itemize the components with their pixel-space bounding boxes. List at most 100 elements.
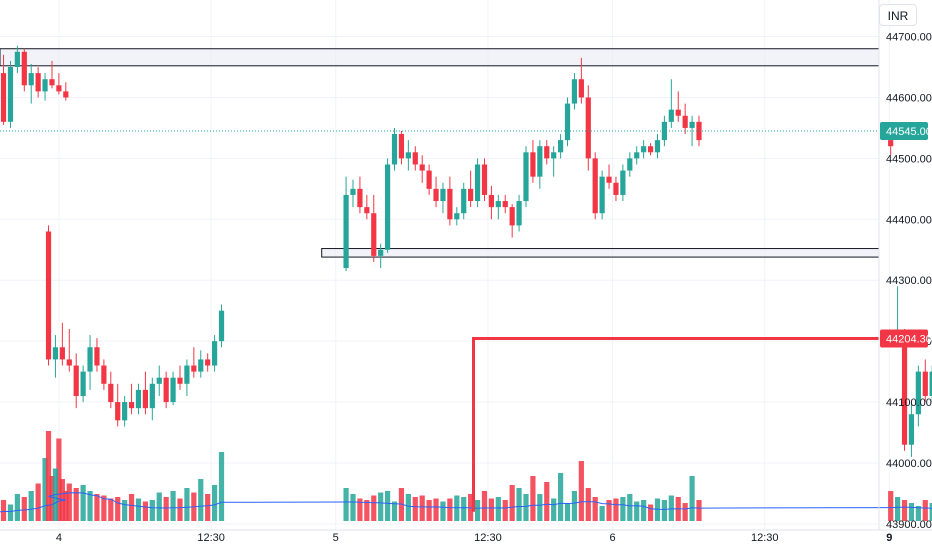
volume-bar <box>391 501 398 521</box>
volume-bar <box>585 488 591 521</box>
volume-bar <box>205 494 211 521</box>
volume-bar <box>502 500 508 521</box>
volume-bar <box>419 495 425 521</box>
candle-body <box>668 109 674 122</box>
candle-body <box>42 79 48 92</box>
candle-body <box>509 207 515 226</box>
volume-bar <box>661 500 667 521</box>
time-tick-label: 4 <box>56 532 62 544</box>
candle-body <box>564 103 571 141</box>
volume-bar <box>495 497 501 521</box>
candle-body <box>28 73 34 86</box>
volume-bar <box>426 500 432 521</box>
volume-bar <box>198 479 204 521</box>
zone-rectangle <box>0 48 880 67</box>
candle-body <box>218 310 225 342</box>
price-level[interactable] <box>472 337 880 512</box>
candle-body <box>115 402 121 421</box>
time-tick-label: 12:30 <box>474 532 502 544</box>
candle-body <box>149 383 155 409</box>
price-tick-label: 44300.00 <box>886 275 932 287</box>
candle-body <box>357 188 363 208</box>
price-axis[interactable]: 43900.0044000.0044100.0044200.0044300.00… <box>886 32 932 531</box>
candle-body <box>142 389 148 409</box>
candle-body <box>461 188 467 214</box>
candle-body <box>163 377 169 403</box>
candle-body <box>620 170 626 195</box>
candle-body <box>56 85 62 92</box>
volume-bar <box>156 492 162 521</box>
volume-bar <box>0 500 7 521</box>
volume-bar <box>592 497 598 521</box>
candle-body <box>613 182 619 195</box>
volume-bar <box>108 498 114 521</box>
candle-body <box>433 188 439 202</box>
candle-body <box>468 188 474 202</box>
volume-bar <box>571 491 578 521</box>
candle-body <box>66 359 72 366</box>
candle-body <box>412 152 418 165</box>
candle-body <box>627 158 633 171</box>
candle-body <box>922 371 928 396</box>
volume-bar <box>87 491 93 521</box>
candle-body <box>929 371 932 396</box>
candle-body <box>592 158 598 214</box>
volume-bar <box>668 495 674 521</box>
volume-bar <box>901 500 908 521</box>
candle-body <box>419 164 425 171</box>
volume-bar <box>634 501 640 521</box>
price-tick-label: 44100.00 <box>886 397 932 409</box>
candle-body <box>888 140 894 147</box>
volume-bar <box>142 501 148 521</box>
candle-body <box>647 146 654 153</box>
volume-bar <box>895 497 901 521</box>
price-tick-label: 44400.00 <box>886 214 932 226</box>
volume-bar <box>689 476 695 521</box>
candle-body <box>516 201 522 226</box>
candle-body <box>198 359 204 372</box>
candle-body <box>21 51 27 86</box>
candle-body <box>682 115 688 128</box>
volume-bar <box>682 503 688 521</box>
price-badges: 44545.00 44204.30 <box>880 121 932 348</box>
candle-body <box>530 152 536 177</box>
level-price-label: 44204.30 <box>886 334 932 346</box>
volume-bar <box>647 504 654 521</box>
volume-bar <box>66 483 72 521</box>
candle-body <box>45 231 52 360</box>
currency-button[interactable]: INR <box>879 4 917 26</box>
volume-moving-average-line <box>0 492 932 513</box>
candle-body <box>385 164 391 250</box>
candle-body <box>675 109 681 116</box>
zone-rectangles[interactable] <box>0 48 880 258</box>
candle-body <box>49 79 55 86</box>
price-tick-label: 44000.00 <box>886 458 932 470</box>
volume-bar <box>343 488 349 521</box>
candle-body <box>184 365 190 384</box>
candle-body <box>544 146 550 159</box>
candle-body <box>94 347 100 366</box>
candle-body <box>391 134 398 165</box>
candle-body <box>35 73 41 92</box>
candle-body <box>599 176 605 214</box>
volume-bar <box>21 497 27 521</box>
volume-bar <box>530 476 536 521</box>
current-price-badge <box>880 121 928 140</box>
volume-bar <box>558 473 564 521</box>
candle-body <box>641 146 647 153</box>
volume-bar <box>45 431 52 521</box>
volume-bar <box>613 498 619 521</box>
volume-bar <box>537 494 543 521</box>
candle-body <box>122 402 128 421</box>
candle-body <box>343 194 349 269</box>
candle-body <box>59 347 65 360</box>
candles <box>0 45 932 457</box>
volume-bar <box>578 461 584 521</box>
volume-bar <box>474 500 481 521</box>
candle-body <box>606 176 612 183</box>
volume-bar <box>509 485 515 521</box>
volume-bar <box>378 492 384 521</box>
candle-body <box>908 414 915 445</box>
